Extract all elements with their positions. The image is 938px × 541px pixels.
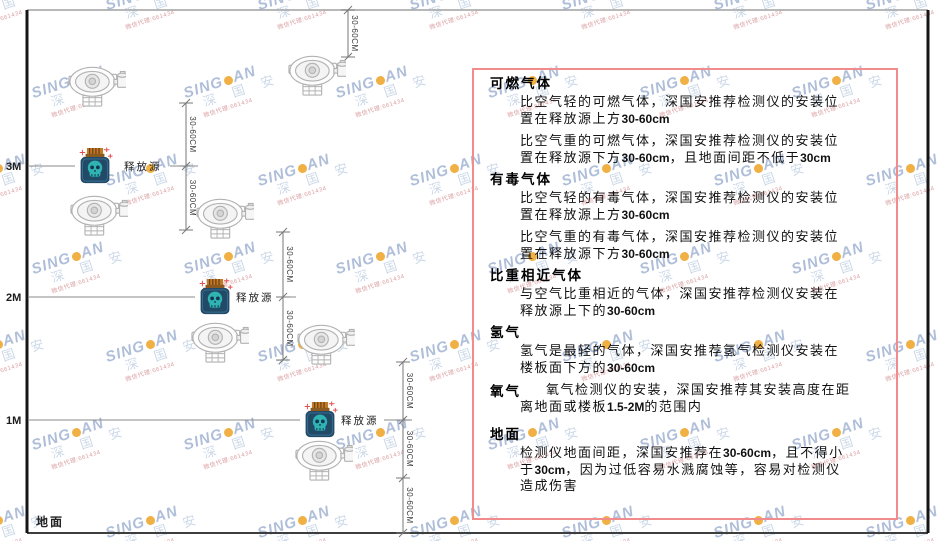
axis-label: 3M (6, 161, 21, 173)
dimension-tick-slash (278, 292, 288, 302)
section-heading: 氢气 (490, 325, 521, 340)
dimension-tick-slash (181, 161, 191, 171)
section-paragraph: 检测仪地面间距，深国安推荐在30-60cm，且不得小于30cm，因为过低容易水溅… (520, 445, 844, 493)
section-paragraph: 比空气轻的可燃气体，深国安推荐检测仪的安装位置在释放源上方30-60cm (520, 94, 840, 126)
dimension-label: 30-60CM (285, 310, 294, 346)
measurement-value: 1.5-2M (607, 399, 645, 414)
gas-detector-icon (288, 55, 346, 96)
measurement-value: 30-60cm (607, 360, 656, 375)
section-heading: 氧气 (490, 384, 521, 399)
dimension-tick-slash (398, 528, 408, 538)
section-paragraph: 与空气比重相近的气体，深国安推荐检测仪安装在释放源上下的30-60cm (520, 286, 840, 318)
measurement-value: 30-60cm (621, 207, 670, 222)
gas-detector-icon (68, 66, 126, 107)
release-source-icon (199, 277, 233, 315)
dimension-label: 30-60CM (188, 116, 197, 152)
release-source-label: 释放源 (236, 291, 274, 304)
axis-label: 2M (6, 292, 21, 304)
section-paragraph: 氢气是最轻的气体，深国安推荐氢气检测仪安装在楼板面下方的30-60cm (520, 343, 840, 375)
section-paragraph: 比空气重的有毒气体，深国安推荐检测仪的安装位置在释放源下方30-60cm (520, 229, 840, 261)
panel-section-3: 比重相近气体与空气比重相近的气体，深国安推荐检测仪安装在释放源上下的30-60c… (474, 268, 896, 319)
measurement-value: 30-60cm (621, 246, 670, 261)
dimension-label: 30-60CM (350, 15, 359, 51)
dimension-tick-slash (278, 355, 288, 365)
dimension-label: 30-60CM (188, 180, 197, 216)
measurement-value: 30-60cm (607, 303, 656, 318)
dimension-label: 30-60CM (285, 246, 294, 282)
release-source-label: 释放源 (124, 160, 162, 173)
section-paragraph: 氧气检测仪的安装，深国安推荐其安装高度在距离地面或楼板1.5-2M的范围内 (520, 382, 851, 414)
dimension-tick-slash (343, 52, 353, 62)
dimension-label: 30-60CM (405, 373, 414, 409)
dimension-label: 30-60CM (405, 431, 414, 467)
panel-section-6: 地面检测仪地面间距，深国安推荐在30-60cm，且不得小于30cm，因为过低容易… (474, 427, 896, 495)
gas-detector-icon (70, 195, 128, 236)
section-paragraph: 比空气轻的有毒气体，深国安推荐检测仪的安装位置在释放源上方30-60cm (520, 190, 840, 222)
panel-section-4: 氢气氢气是最轻的气体，深国安推荐氢气检测仪安装在楼板面下方的30-60cm (474, 325, 896, 376)
release-source-label: 释放源 (341, 414, 379, 427)
gas-detector-icon (191, 322, 249, 363)
section-heading: 比重相近气体 (490, 268, 583, 283)
gas-detector-icon (295, 440, 353, 481)
measurement-value: 30-60cm (621, 111, 670, 126)
release-source-icon (304, 400, 338, 438)
dimension-tick-slash (181, 225, 191, 235)
measurement-value: 30-60cm (723, 446, 772, 460)
dimension-tick-slash (398, 357, 408, 367)
section-heading: 有毒气体 (490, 172, 552, 187)
panel-section-2: 有毒气体比空气轻的有毒气体，深国安推荐检测仪的安装位置在释放源上方30-60cm… (474, 172, 896, 262)
dimension-tick-slash (181, 98, 191, 108)
panel-section-5: 氧气 氧气检测仪的安装，深国安推荐其安装高度在距离地面或楼板1.5-2M的范围内 (474, 382, 896, 415)
section-heading: 地面 (490, 427, 521, 442)
panel-section-1: 可燃气体比空气轻的可燃气体，深国安推荐检测仪的安装位置在释放源上方30-60cm… (474, 76, 896, 166)
dimension-tick-slash (343, 5, 353, 15)
ground-label: 地面 (36, 514, 64, 529)
dimension-tick-slash (278, 227, 288, 237)
measurement-value: 30-60cm (621, 150, 670, 165)
release-source-icon (79, 146, 113, 184)
dimension-tick-slash (398, 473, 408, 483)
section-heading: 可燃气体 (490, 76, 552, 91)
axis-label: 1M (6, 415, 21, 427)
gas-detector-icon (196, 198, 254, 239)
dimension-tick-slash (398, 415, 408, 425)
section-paragraph: 比空气重的可燃气体，深国安推荐检测仪的安装位置在释放源下方30-60cm，且地面… (520, 133, 840, 165)
info-panel: 可燃气体比空气轻的可燃气体，深国安推荐检测仪的安装位置在释放源上方30-60cm… (472, 68, 898, 520)
gas-detector-icon (297, 324, 355, 365)
dimension-label: 30-60CM (405, 487, 414, 523)
measurement-value: 30cm (534, 462, 566, 477)
measurement-value: 30cm (800, 150, 831, 165)
